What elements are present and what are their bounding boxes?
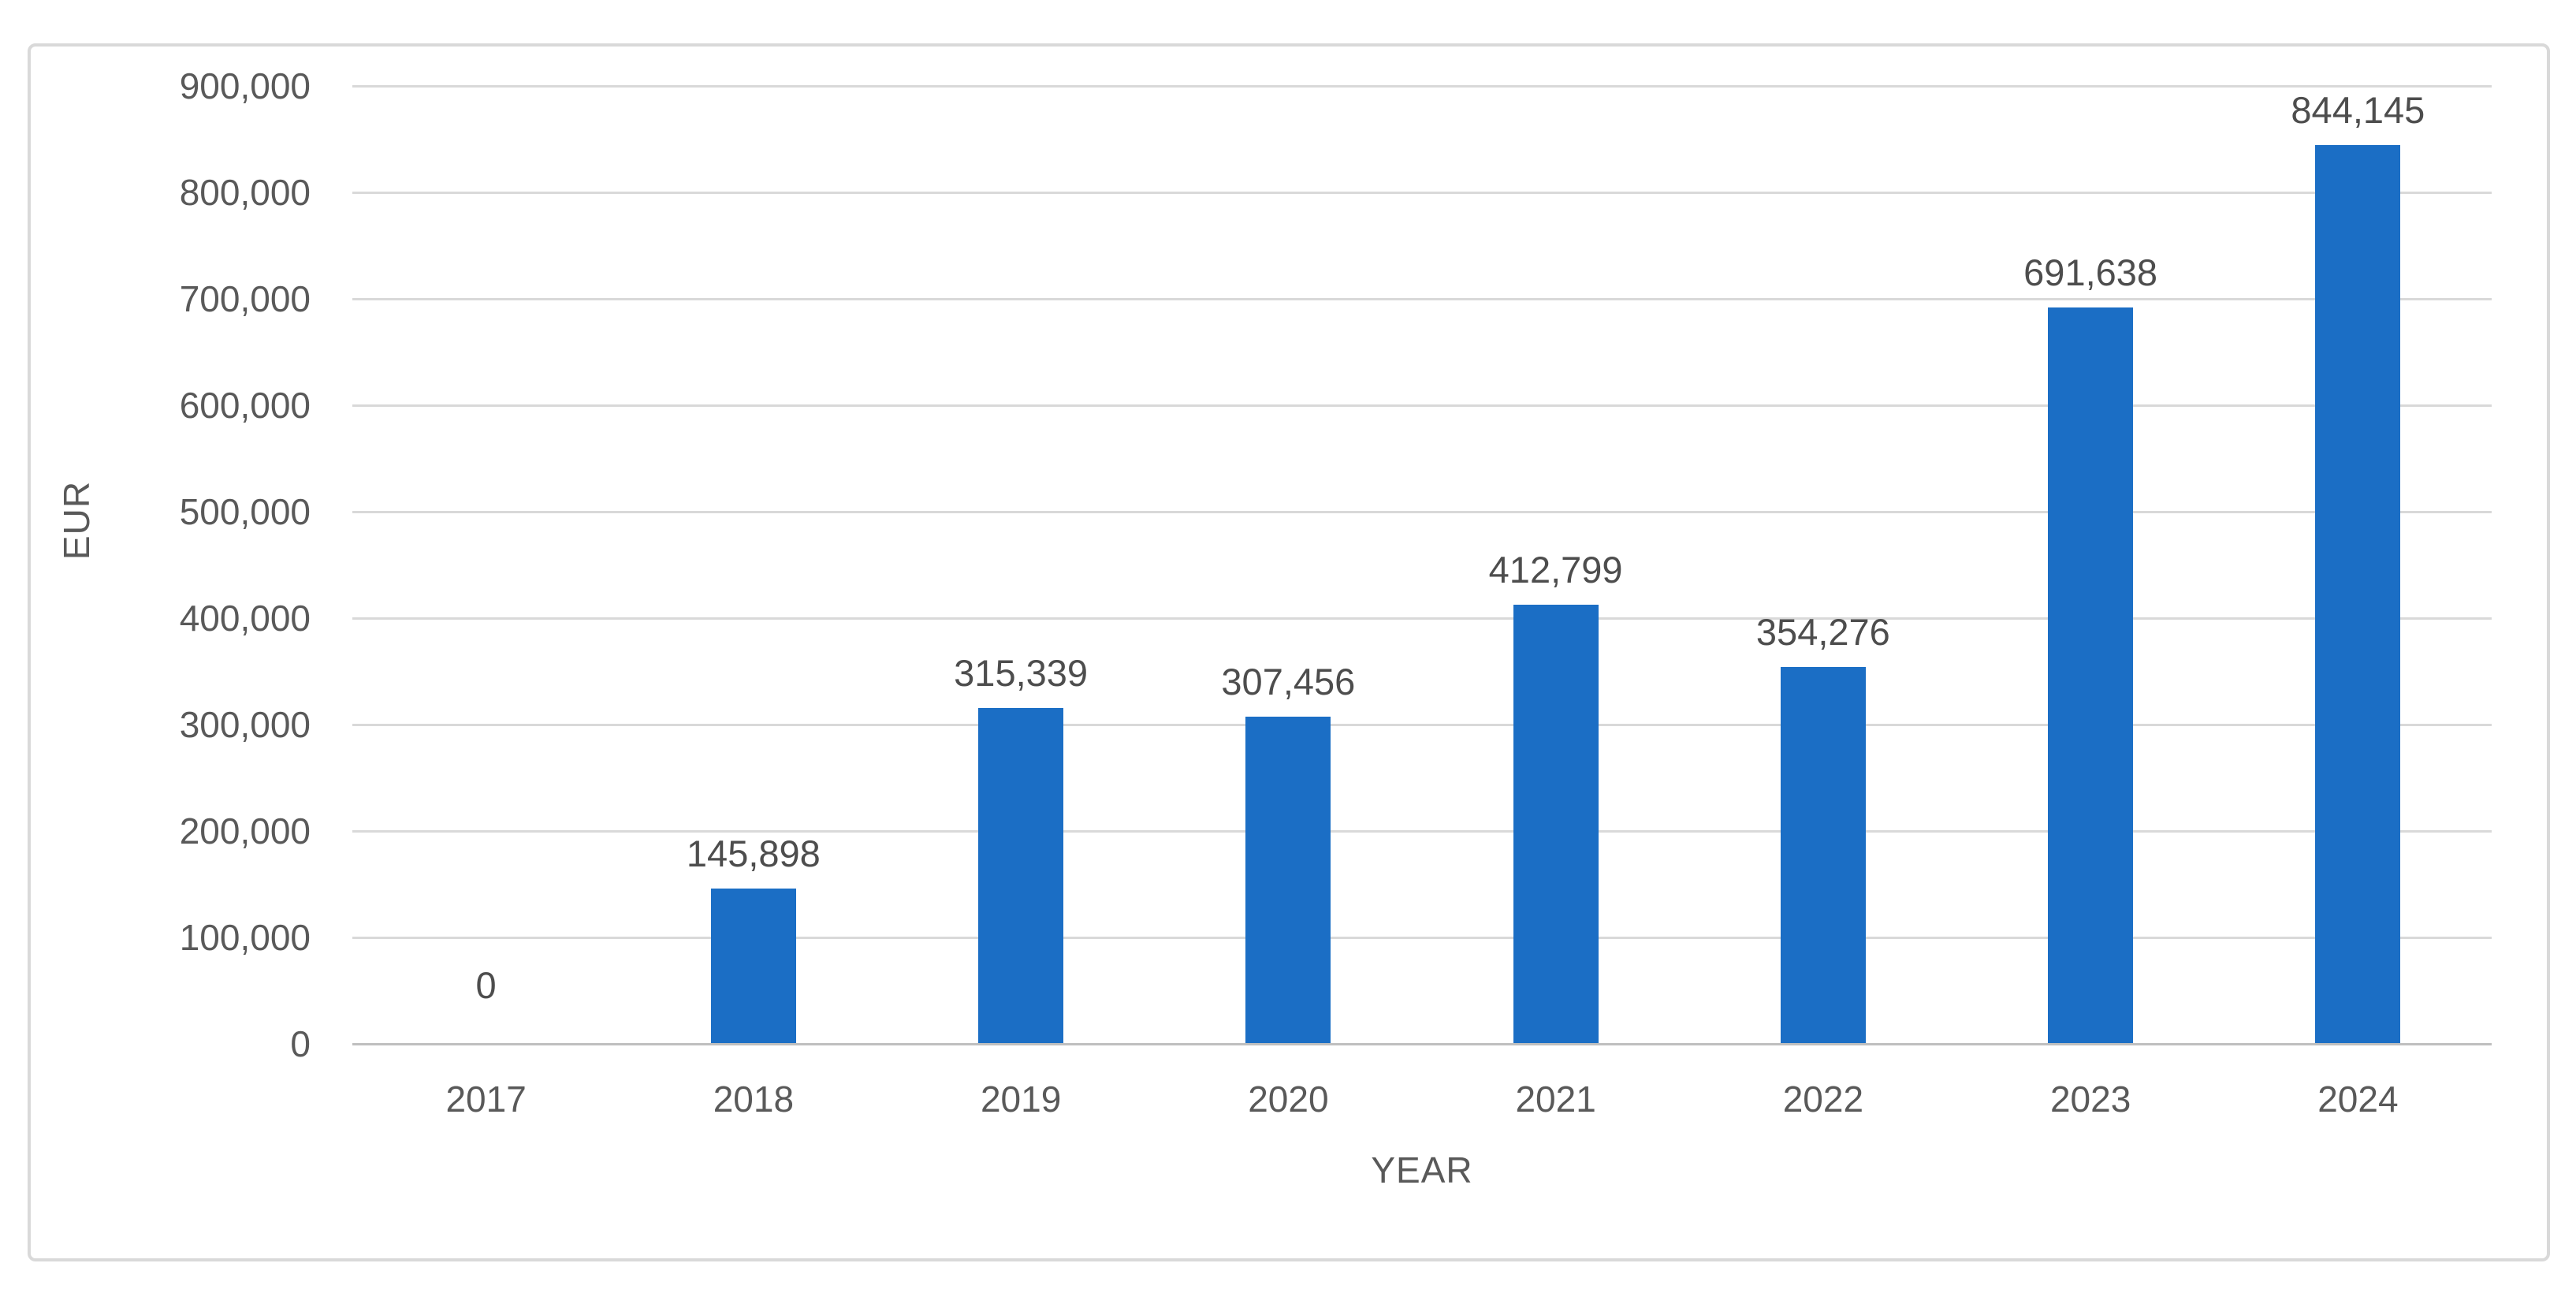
bar-2022 xyxy=(1780,667,1866,1044)
x-tick-label-2020: 2020 xyxy=(1248,1079,1329,1120)
bar-value-label-2024: 844,145 xyxy=(2291,89,2425,131)
x-axis-title: YEAR xyxy=(1371,1150,1473,1191)
gridline-200,000 xyxy=(352,829,2492,833)
gridline-900,000 xyxy=(352,84,2492,88)
bar-2018 xyxy=(710,889,796,1044)
x-tick-label-2021: 2021 xyxy=(1515,1079,1596,1120)
gridline-100,000 xyxy=(352,936,2492,939)
bar-value-label-2017: 0 xyxy=(475,964,497,1006)
bar-2020 xyxy=(1245,717,1331,1044)
gridline-400,000 xyxy=(352,617,2492,620)
bar-value-label-2023: 691,638 xyxy=(2023,252,2158,293)
plot-area: 0 145,898 315,339 307,456 412,799 354,276 691,… xyxy=(352,84,2492,1045)
y-tick-label-700,000: 700,000 xyxy=(179,278,311,319)
bar-value-label-2020: 307,456 xyxy=(1221,661,1356,702)
x-tick-label-2024: 2024 xyxy=(2317,1079,2399,1120)
y-tick-label-600,000: 600,000 xyxy=(179,385,311,426)
gridline-500,000 xyxy=(352,510,2492,513)
y-tick-label-400,000: 400,000 xyxy=(179,598,311,639)
x-axis-line xyxy=(352,1043,2492,1045)
bar-2024 xyxy=(2315,145,2401,1044)
bar-2023 xyxy=(2048,307,2134,1044)
y-tick-label-500,000: 500,000 xyxy=(179,491,311,532)
bar-2019 xyxy=(978,708,1064,1044)
gridline-700,000 xyxy=(352,297,2492,300)
gridline-800,000 xyxy=(352,191,2492,194)
x-tick-label-2023: 2023 xyxy=(2049,1079,2131,1120)
bar-value-label-2019: 315,339 xyxy=(954,652,1089,694)
bar-value-label-2018: 145,898 xyxy=(686,833,821,874)
y-tick-label-900,000: 900,000 xyxy=(179,65,311,106)
gridline-600,000 xyxy=(352,404,2492,407)
y-tick-label-100,000: 100,000 xyxy=(179,917,311,958)
y-tick-label-0: 0 xyxy=(290,1023,311,1064)
bar-value-label-2022: 354,276 xyxy=(1755,611,1890,653)
gridline-300,000 xyxy=(352,723,2492,726)
y-tick-label-200,000: 200,000 xyxy=(179,810,311,851)
y-tick-label-800,000: 800,000 xyxy=(179,172,311,213)
y-tick-label-300,000: 300,000 xyxy=(179,704,311,745)
x-tick-label-2018: 2018 xyxy=(713,1079,795,1120)
x-tick-label-2022: 2022 xyxy=(1782,1079,1864,1120)
chart-frame: EUR 0 100,000 200,000 300,000 400,000 500,000… xyxy=(28,43,2550,1261)
x-tick-label-2017: 2017 xyxy=(445,1079,527,1120)
bar-2021 xyxy=(1513,605,1599,1044)
x-tick-label-2019: 2019 xyxy=(980,1079,1062,1120)
bar-value-label-2021: 412,799 xyxy=(1488,549,1623,591)
